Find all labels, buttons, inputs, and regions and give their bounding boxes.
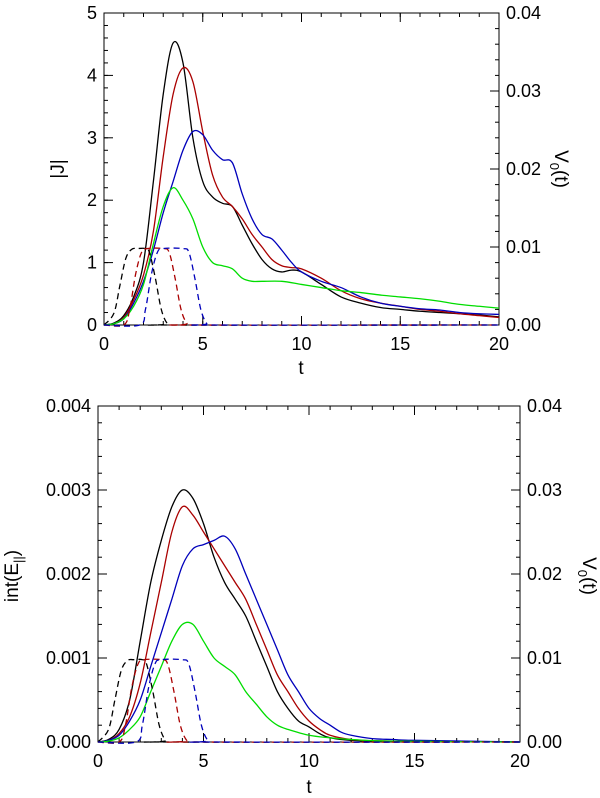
- top-series-green: [103, 187, 500, 326]
- top-panel-ytick-labels: 0 1 2 3 4 5: [87, 3, 97, 335]
- top-series-red: [103, 66, 500, 326]
- bottom-ylabel: int(E||): [2, 550, 26, 602]
- x-tick-label: 10: [291, 334, 311, 354]
- y2-tick-label: 0.00: [527, 732, 562, 752]
- y2-tick-label: 0.03: [527, 480, 562, 500]
- top-panel-ticks: [103, 12, 500, 326]
- x-tick-label: 5: [198, 751, 208, 771]
- bottom-series-black: [97, 489, 521, 743]
- top-panel-frame: [103, 12, 500, 326]
- y2-tick-label: 0.04: [506, 3, 541, 23]
- y-tick-label: 0.001: [46, 648, 91, 668]
- y-tick-label: 5: [87, 3, 97, 23]
- top-series-blue: [103, 129, 500, 326]
- top-series-black-dashed: [103, 247, 500, 326]
- x-tick-label: 0: [99, 334, 109, 354]
- top-series-blue-dashed: [103, 247, 500, 327]
- x-tick-label: 20: [489, 334, 509, 354]
- bottom-series-blue: [97, 535, 521, 743]
- bottom-series-red-dashed: [97, 658, 521, 744]
- top-series-red-dashed: [103, 247, 500, 327]
- y2-tick-label: 0.01: [506, 237, 541, 257]
- top-panel-series: [103, 41, 500, 327]
- x-tick-label: 10: [299, 751, 319, 771]
- x-tick-label: 5: [198, 334, 208, 354]
- top-panel-y2tick-labels: 0.00 0.01 0.02 0.03 0.04: [506, 3, 541, 335]
- y2-tick-label: 0.02: [506, 159, 541, 179]
- bottom-series-blue-dashed: [97, 658, 521, 744]
- bottom-panel-frame: [97, 405, 521, 743]
- y2-tick-label: 0.01: [527, 648, 562, 668]
- y2-tick-label: 0.03: [506, 81, 541, 101]
- bottom-series-green: [97, 621, 521, 743]
- bottom-panel-ytick-labels: 0.000 0.001 0.002 0.003 0.004: [46, 396, 91, 752]
- y2-tick-label: 0.00: [506, 315, 541, 335]
- x-tick-label: 20: [510, 751, 530, 771]
- y-tick-label: 0.002: [46, 564, 91, 584]
- top-series-black: [103, 41, 500, 326]
- y-tick-label: 0.000: [46, 732, 91, 752]
- bottom-panel-ticks: [97, 405, 521, 743]
- top-ylabel: |J|: [48, 159, 69, 178]
- y-tick-label: 1: [87, 253, 97, 273]
- x-tick-label: 15: [404, 751, 424, 771]
- bottom-panel-series: [97, 489, 521, 744]
- bottom-xlabel: t: [306, 777, 312, 798]
- bottom-series-red: [97, 505, 521, 743]
- y-tick-label: 0.003: [46, 480, 91, 500]
- y2-tick-label: 0.04: [527, 396, 562, 416]
- y-tick-label: 0.004: [46, 396, 91, 416]
- y-tick-label: 3: [87, 128, 97, 148]
- bottom-panel-xtick-labels: 0 5 10 15 20: [93, 751, 530, 771]
- y2-tick-label: 0.02: [527, 564, 562, 584]
- top-y2label: V0(t): [547, 150, 571, 188]
- y-tick-label: 4: [87, 65, 97, 85]
- bottom-series-black-dashed: [97, 658, 521, 743]
- y-tick-label: 2: [87, 190, 97, 210]
- bottom-panel-y2tick-labels: 0.00 0.01 0.02 0.03 0.04: [527, 396, 562, 752]
- top-xlabel: t: [298, 358, 304, 379]
- y-tick-label: 0: [87, 315, 97, 335]
- x-tick-label: 15: [390, 334, 410, 354]
- top-panel-xtick-labels: 0 5 10 15 20: [99, 334, 509, 354]
- x-tick-label: 0: [93, 751, 103, 771]
- bottom-y2label: V0(t): [575, 557, 599, 595]
- top-panel: 0 5 10 15 20 0 1 2 3 4 5 0.00 0.01 0.02 0.03 0.04 t |…: [48, 3, 571, 379]
